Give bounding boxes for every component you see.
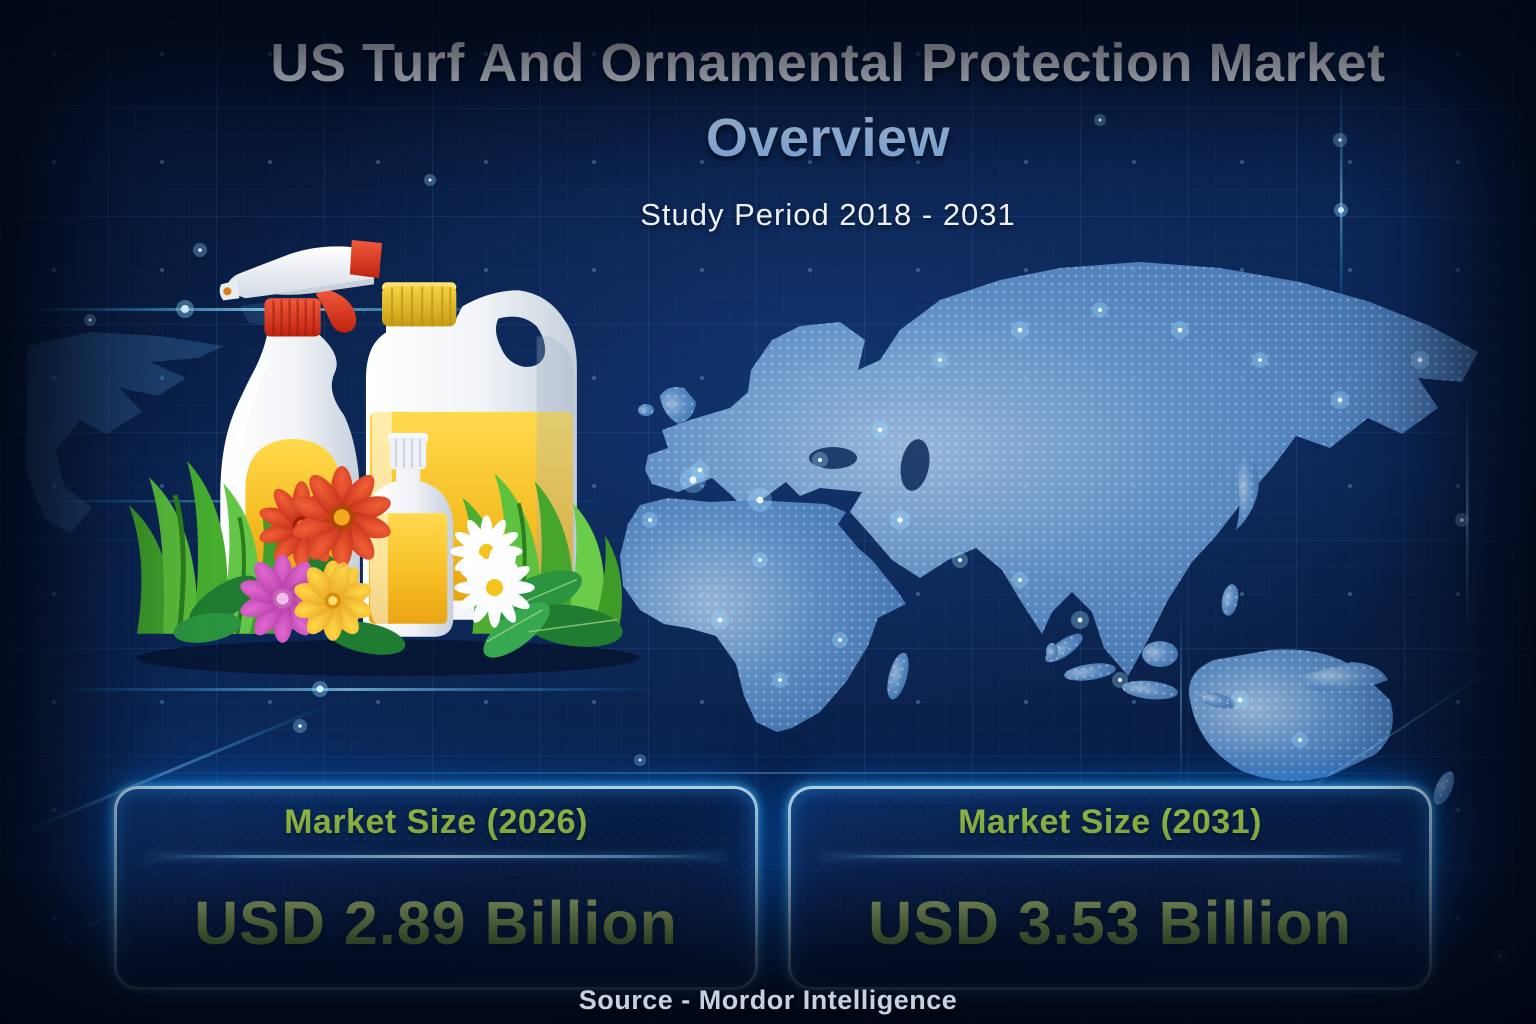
products-illustration	[128, 240, 640, 676]
flower-yellow-icon	[291, 559, 375, 641]
flower-magenta-icon	[237, 554, 328, 643]
floor-glow	[0, 744, 1536, 1024]
source-text: Source - Mordor Intelligence	[578, 985, 958, 1015]
flower-red-icon	[256, 466, 394, 570]
study-period: Study Period 2018 - 2031	[640, 197, 1016, 233]
daisy-icon	[450, 515, 535, 628]
header: US Turf And Ornamental Protection Market…	[120, 26, 1536, 233]
page-title: US Turf And Ornamental Protection Market…	[198, 26, 1458, 175]
